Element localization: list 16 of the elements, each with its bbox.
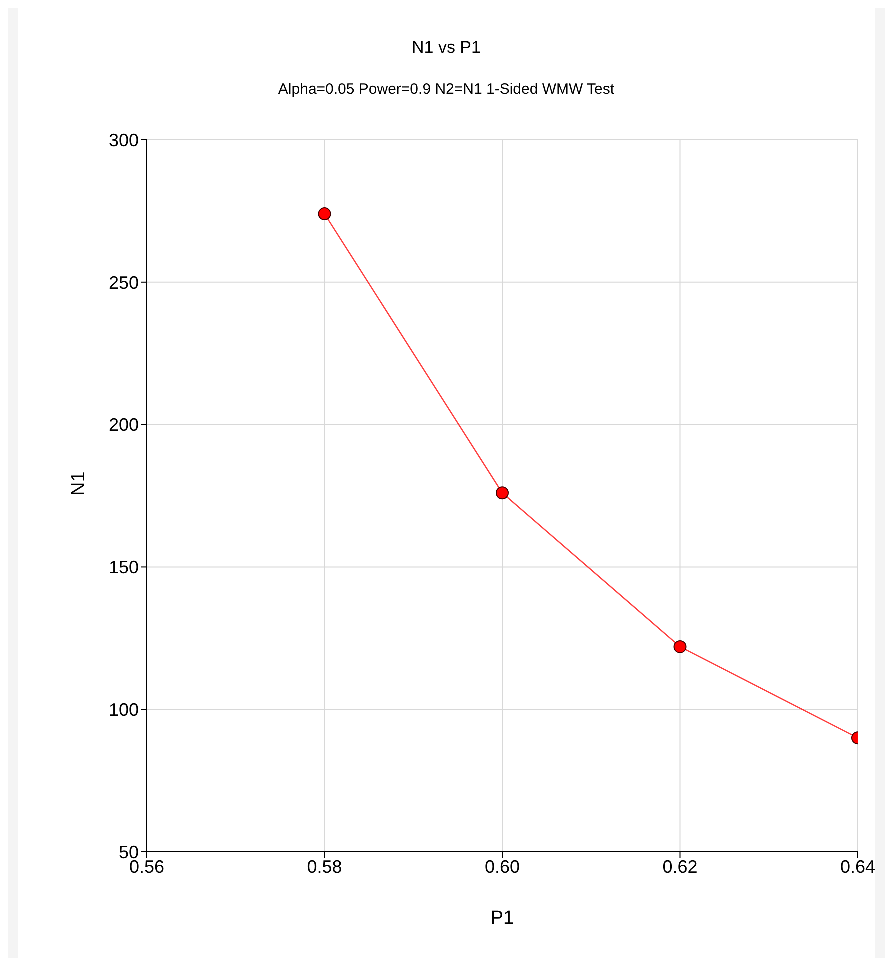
y-tick-label: 150 xyxy=(108,558,139,578)
x-tick-label: 0.62 xyxy=(662,856,698,877)
x-tick-label: 0.60 xyxy=(484,856,520,877)
point xyxy=(496,486,509,500)
point xyxy=(674,640,687,654)
y-tick-label: 200 xyxy=(108,415,139,436)
y-tick-label: 100 xyxy=(108,700,139,720)
y-tick-label: 300 xyxy=(108,130,139,150)
point xyxy=(318,208,332,221)
chart-title: N1 vs P1 xyxy=(411,38,482,58)
y-axis-title: N1 xyxy=(68,472,90,496)
chart-subtitle: Alpha=0.05 Power=0.9 N2=N1 1-Sided WMW Test xyxy=(277,81,616,98)
x-tick-label: 0.58 xyxy=(307,856,342,877)
y-tick-label: 250 xyxy=(108,272,139,293)
x-tick-label: 0.64 xyxy=(840,856,876,877)
x-axis-title: P1 xyxy=(490,908,514,929)
